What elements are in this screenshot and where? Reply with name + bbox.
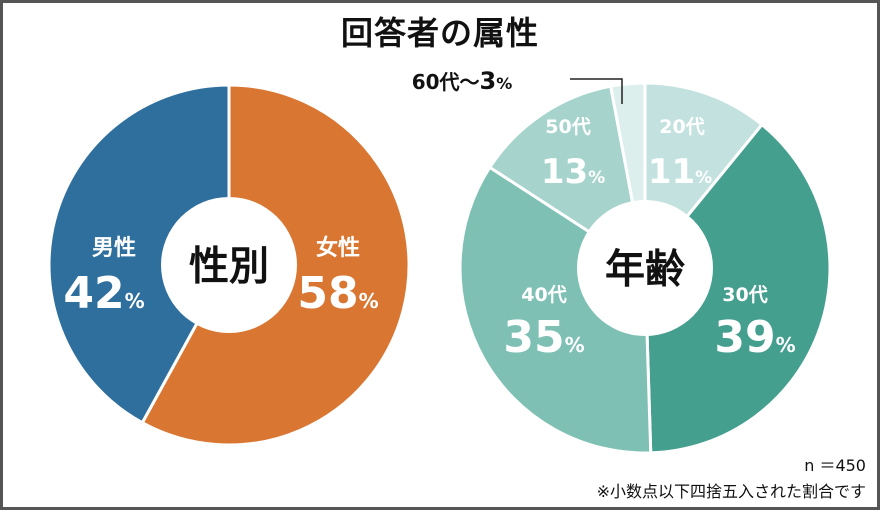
slice-category-label: 20代: [659, 116, 704, 138]
slice-value-label: 42%: [63, 268, 144, 319]
slice-value-label: 39%: [714, 312, 795, 363]
donut-hole: [161, 197, 297, 333]
slice-category-label: 30代: [722, 284, 767, 306]
slice-category-label: 女性: [316, 235, 360, 261]
leader-line: [570, 78, 623, 104]
slice-value-label: 11%: [648, 152, 712, 192]
pie-chart-2: 年齢 20代 11% 30代 39% 40代 35% 50代 13% 60代～3%: [412, 67, 832, 455]
slice-category-label: 40代: [521, 284, 566, 306]
center-label: 年齢: [605, 246, 685, 292]
rounding-note: ※小数点以下四捨五入された割合です: [596, 482, 866, 501]
slice-value-label: 58%: [297, 268, 378, 319]
pie-slice-40代: [458, 165, 653, 455]
slice-value-label: 35%: [503, 312, 584, 363]
chart-title: 回答者の属性: [340, 14, 539, 52]
slice-label-outside: 60代～3%: [412, 67, 513, 95]
pie-slice-男性: [47, 83, 231, 425]
slice-value-label: 13%: [541, 152, 605, 192]
pie-slice-30代: [643, 122, 832, 455]
slice-category-label: 男性: [92, 236, 136, 261]
slice-category-label: 50代: [545, 116, 590, 138]
center-label: 性別: [189, 243, 269, 289]
pie-chart-1: 性別 女性 58% 男性 42%: [47, 83, 411, 447]
sample-size-note: n ＝450: [804, 456, 866, 475]
donut-hole: [577, 200, 713, 336]
